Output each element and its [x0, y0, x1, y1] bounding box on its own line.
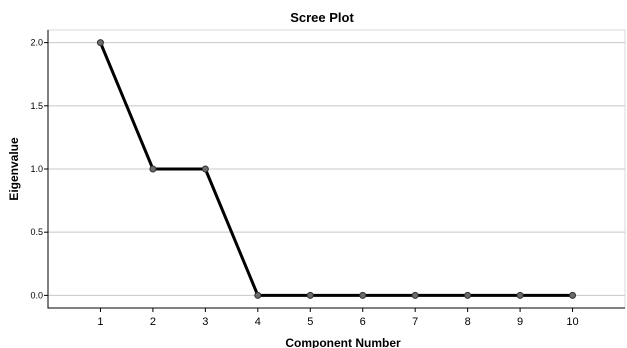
data-point	[96, 39, 104, 47]
y-tick-label: 2.0	[30, 38, 43, 48]
data-point	[359, 291, 367, 299]
x-tick-label: 2	[150, 316, 156, 328]
y-tick-label: 1.5	[30, 101, 43, 111]
eigenvalue-line	[99, 42, 573, 297]
x-tick-label: 9	[517, 316, 523, 328]
y-tick-label: 0.5	[30, 227, 43, 237]
data-point	[306, 291, 314, 299]
chart-title: Scree Plot	[290, 10, 354, 25]
x-tick-label: 1	[97, 316, 103, 328]
data-point	[516, 291, 524, 299]
x-axis-label: Component Number	[285, 336, 401, 348]
axis-lines	[47, 30, 625, 309]
x-tick-label: 7	[412, 316, 418, 328]
x-tick-label: 6	[360, 316, 366, 328]
y-axis-label: Eigenvalue	[7, 137, 21, 201]
data-point	[149, 165, 157, 173]
x-tick-label: 10	[566, 316, 578, 328]
y-axis-ticks: 0.0 0.5 1.0 1.5 2.0	[30, 38, 48, 300]
x-axis-ticks: 1 2 3 4 5 6 7 8 9 10	[97, 308, 579, 328]
gridlines	[48, 42, 625, 296]
data-point	[411, 291, 419, 299]
x-tick-label: 8	[465, 316, 471, 328]
x-tick-label: 5	[307, 316, 313, 328]
y-tick-label: 0.0	[30, 290, 43, 300]
y-tick-label: 1.0	[30, 164, 43, 174]
data-point	[464, 291, 472, 299]
x-tick-label: 4	[255, 316, 261, 328]
data-points	[96, 39, 577, 299]
data-point	[254, 291, 262, 299]
x-tick-label: 3	[202, 316, 208, 328]
data-point	[569, 291, 577, 299]
data-point	[201, 165, 209, 173]
